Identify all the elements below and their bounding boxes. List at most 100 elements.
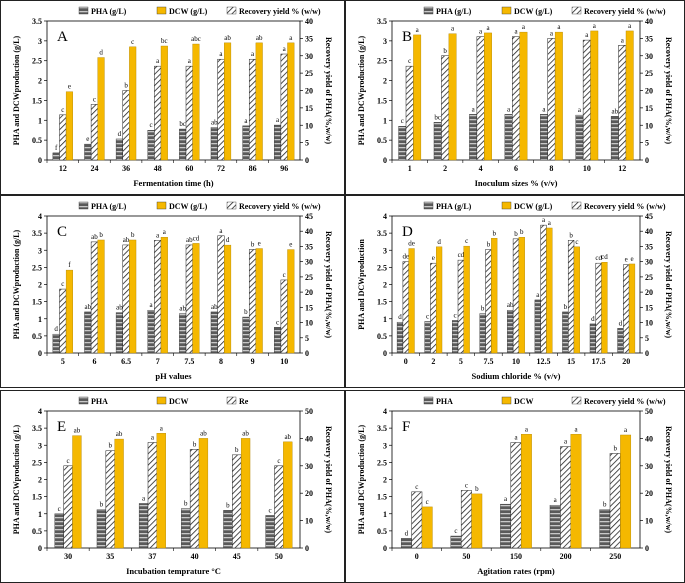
- pha-letter: c: [58, 505, 61, 513]
- recovery-letter: cd: [595, 254, 602, 262]
- y2-tick-label: 25: [645, 273, 653, 282]
- pha-letter: f: [55, 144, 58, 152]
- recovery-letter: b: [124, 82, 128, 90]
- dcw-letter: e: [289, 241, 292, 249]
- y-axis-title: PHA and DCWproduction (g/L): [357, 424, 366, 534]
- legend-label-2: DCW (g/L): [514, 202, 553, 211]
- y-tick-label: 0: [38, 156, 42, 165]
- dcw-bar: [620, 434, 632, 549]
- pha-bar: [452, 320, 459, 354]
- legend-label-3: Recovery yield % (w/w): [584, 202, 666, 211]
- pha-letter: d: [405, 529, 409, 537]
- dcw-bar: [519, 31, 528, 161]
- dcw-letter: a: [525, 425, 529, 433]
- recovery-letter: b: [514, 230, 518, 238]
- dcw-letter: c: [131, 38, 134, 46]
- recovery-letter: e: [625, 256, 628, 264]
- y-tick-label: 4: [38, 407, 42, 416]
- legend-label-2: DCW: [514, 397, 534, 406]
- pha-letter: a: [542, 105, 546, 113]
- dcw-bar: [198, 438, 209, 549]
- y-tick-label: 0: [38, 544, 42, 553]
- recovery-swatch-icon: [226, 396, 237, 405]
- y-tick-label: 1: [383, 116, 387, 125]
- y-tick-label: 1: [38, 315, 42, 324]
- pha-letter: bc: [179, 120, 186, 128]
- pha-letter: ab: [179, 305, 186, 313]
- y2-tick-label: 15: [645, 303, 653, 312]
- dcw-bar: [436, 246, 443, 354]
- pha-letter: c: [454, 527, 457, 535]
- dcw-bar: [625, 30, 634, 161]
- dcw-letter: e: [630, 255, 633, 263]
- pha-letter: a: [536, 291, 540, 299]
- x-tick-label: 0: [404, 357, 408, 366]
- pha-swatch-icon: [78, 201, 89, 210]
- dcw-bar: [287, 42, 295, 161]
- recovery-letter: a: [219, 50, 223, 58]
- pha-bar: [450, 535, 462, 549]
- y-axis-title: PHA and DCWproduction (g/L): [357, 35, 366, 145]
- recovery-letter: de: [402, 253, 409, 261]
- pha-letter: c: [269, 506, 272, 514]
- recovery-bar: [430, 262, 437, 354]
- pha-letter: b: [226, 501, 230, 509]
- recovery-letter: c: [93, 95, 96, 103]
- recovery-bar: [90, 241, 99, 354]
- y-tick-label: 3.5: [377, 424, 387, 433]
- pha-bar: [424, 321, 431, 354]
- recovery-bar: [280, 279, 288, 354]
- pha-bar: [147, 130, 155, 161]
- dcw-bar: [573, 246, 580, 354]
- legend-label-2: DCW: [169, 397, 189, 406]
- y2-axis-title: Recovery yield of PHA(%,w/w): [324, 231, 333, 338]
- dcw-letter: ab: [116, 430, 123, 438]
- y-tick-label: 2.5: [32, 458, 42, 467]
- recovery-bar: [560, 446, 572, 549]
- dcw-swatch-icon: [156, 6, 167, 15]
- dcw-letter: a: [624, 426, 628, 434]
- dcw-letter: e: [68, 83, 71, 91]
- x-tick-label: 45: [233, 552, 241, 561]
- y2-tick-label: 25: [305, 69, 313, 78]
- recovery-bar: [567, 240, 575, 354]
- x-axis-title: Incubation temprature °C: [126, 566, 221, 576]
- y2-tick-label: 5: [645, 139, 649, 148]
- pha-swatch-icon: [78, 396, 89, 405]
- pha-bar: [549, 504, 561, 549]
- dcw-letter: a: [486, 24, 490, 32]
- y-tick-label: 0: [383, 156, 387, 165]
- pha-bar: [562, 311, 569, 354]
- chart-svg-b: PHA (g/L) DCW (g/L) Recovery yield % (w/w)…: [357, 6, 673, 188]
- x-tick-label: 17.5: [592, 357, 606, 366]
- recovery-bar: [189, 449, 200, 549]
- x-tick-label: 30: [64, 552, 72, 561]
- panel-letter: A: [57, 29, 68, 45]
- recovery-letter: c: [277, 457, 280, 465]
- pha-letter: a: [472, 105, 476, 113]
- dcw-bar: [463, 245, 470, 354]
- y2-tick-label: 0: [645, 544, 649, 553]
- dcw-bar: [255, 42, 263, 161]
- y-tick-label: 1: [38, 510, 42, 519]
- x-tick-label: 0: [415, 552, 419, 561]
- dcw-bar: [521, 434, 532, 549]
- pha-letter: d: [54, 325, 58, 333]
- recovery-letter: a: [156, 57, 160, 65]
- pha-letter: ab: [211, 303, 218, 311]
- y2-tick-label: 30: [645, 52, 653, 61]
- x-tick-label: 86: [249, 164, 257, 173]
- y-tick-label: 0.5: [32, 332, 42, 341]
- dcw-bar: [97, 239, 105, 354]
- recovery-letter: b: [443, 47, 447, 55]
- recovery-bar: [122, 90, 130, 161]
- dcw-letter: d: [437, 238, 441, 246]
- y-tick-label: 1: [38, 116, 42, 125]
- chart-legend: PHA (g/L) DCW (g/L) Recovery yield % (w/w): [423, 6, 666, 16]
- panel-letter: F: [402, 419, 410, 435]
- chart-panel-d: PHA (g/L) DCW (g/L) Recovery yield % (w/w)…: [345, 195, 685, 388]
- pha-bar: [179, 128, 187, 161]
